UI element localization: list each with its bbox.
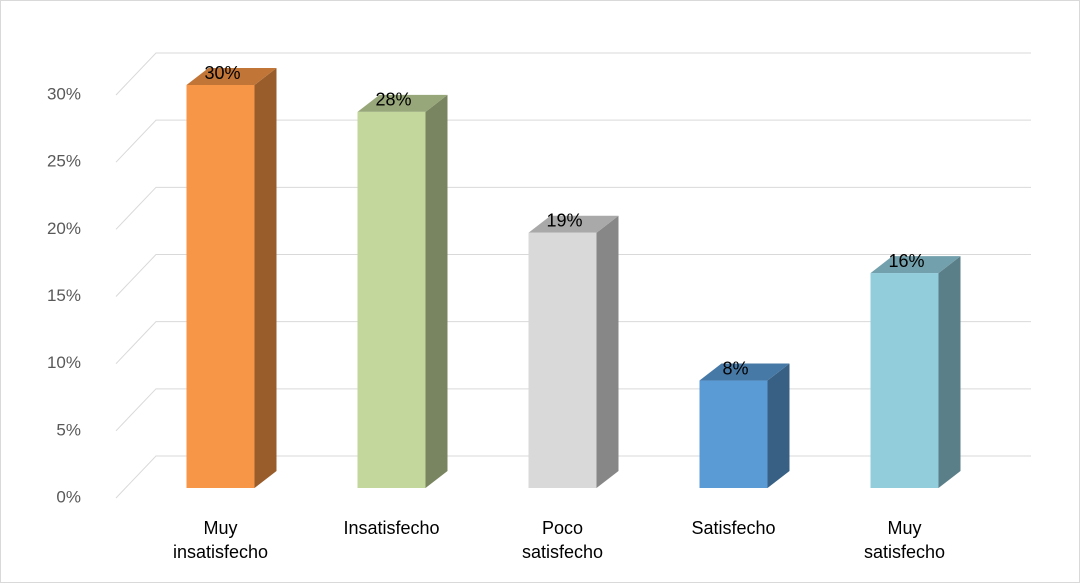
x-tick-label: Muy insatisfecho: [172, 518, 269, 562]
bar-side: [938, 256, 961, 488]
bar: [357, 94, 448, 488]
grid-line: [115, 321, 1031, 365]
grid-line: [115, 119, 1031, 163]
x-tick-label: Satisfecho: [691, 518, 776, 538]
bar-side: [767, 363, 790, 488]
bar-top: [186, 68, 277, 85]
bar-top: [699, 363, 790, 381]
bar-side: [596, 215, 619, 488]
bar: [870, 256, 961, 488]
bar-side: [254, 68, 277, 488]
y-tick-label: 20%: [47, 219, 81, 238]
grid-line: [115, 52, 1031, 96]
y-tick-label: 10%: [47, 353, 81, 372]
bar: [186, 68, 277, 488]
bar-top: [528, 215, 619, 233]
bar-side: [425, 94, 448, 488]
bar-front: [357, 111, 426, 488]
bar-top: [870, 256, 961, 274]
y-tick-label: 15%: [47, 286, 81, 305]
y-tick-label: 5%: [56, 420, 81, 439]
value-label: 8%: [722, 358, 748, 378]
y-tick-label: 25%: [47, 152, 81, 171]
grid-line: [115, 254, 1031, 297]
value-label: 16%: [888, 251, 924, 271]
bar-front: [699, 380, 768, 488]
grid-line: [115, 186, 1031, 230]
value-label: 30%: [204, 63, 240, 83]
bar: [699, 363, 790, 488]
bar: [528, 215, 619, 488]
x-tick-label: Insatisfecho: [343, 518, 440, 538]
bar-front: [186, 85, 255, 488]
bar-front: [528, 232, 597, 488]
value-label: 19%: [546, 211, 582, 231]
y-tick-label: 0%: [56, 487, 81, 506]
value-label: 28%: [375, 90, 411, 110]
y-tick-label: 30%: [47, 84, 81, 103]
bar-top: [357, 94, 448, 112]
bar-front: [870, 273, 939, 488]
x-tick-label: Poco satisfecho: [521, 518, 604, 562]
x-tick-label: Muy satisfecho: [863, 518, 946, 562]
